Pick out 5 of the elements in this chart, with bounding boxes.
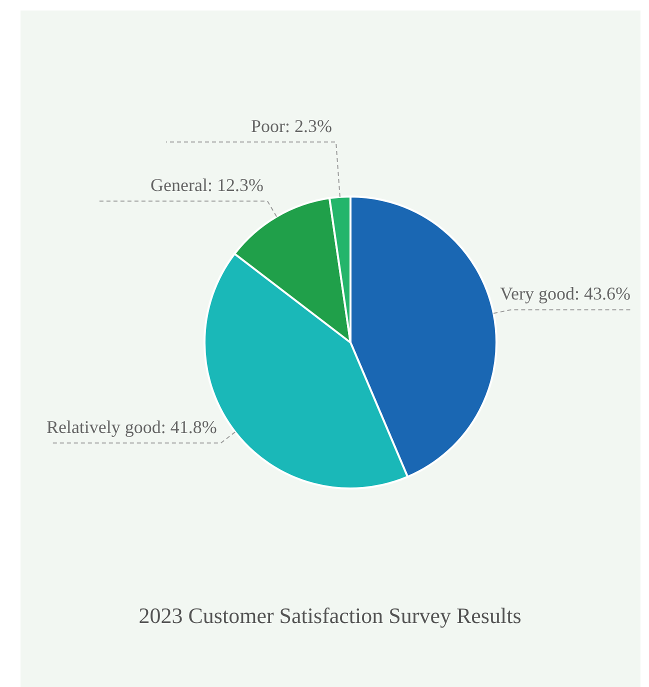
slice-label: Very good: 43.6% [500,284,631,304]
slice-label: Relatively good: 41.8% [46,417,217,438]
slice-label: Poor: 2.3% [250,116,332,136]
text: 2023 Customer Satisfaction Survey Results [138,603,522,628]
slice-label: General: 12.3% [150,175,264,196]
